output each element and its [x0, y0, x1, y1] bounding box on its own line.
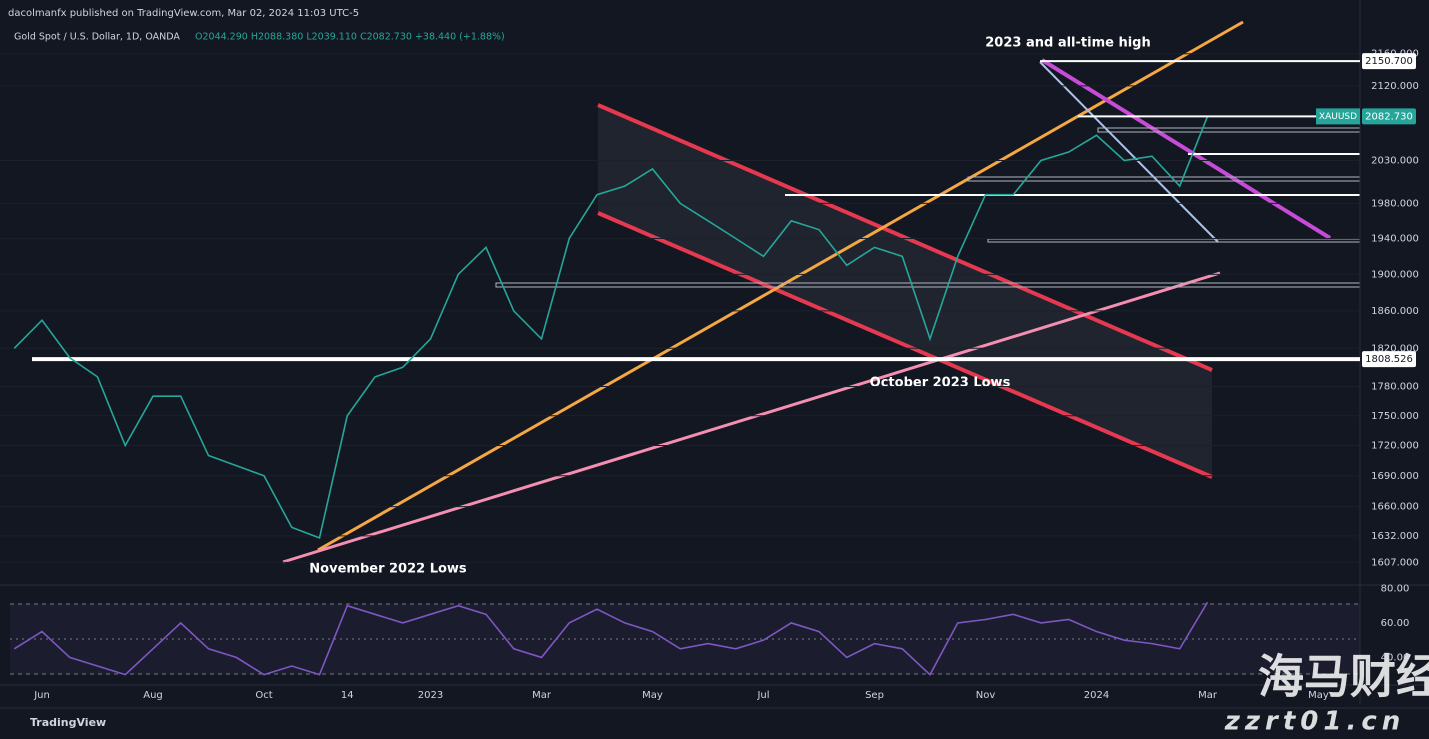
x-tick-label: 14: [341, 690, 354, 701]
ohlc: O2044.290 H2088.380 L2039.110 C2082.730 …: [195, 32, 505, 43]
rsi-band: [10, 604, 1360, 674]
annotation: 2023 and all-time high: [985, 36, 1150, 51]
y-tick-label: 1940.000: [1371, 233, 1419, 244]
x-tick-label: 2023: [418, 690, 443, 701]
series-line: [13, 116, 1209, 540]
watermark-site: zzrt01.cn: [1224, 707, 1406, 737]
trendline-pink: [282, 271, 1221, 564]
y-tick-label: 80.00: [1381, 583, 1410, 594]
y-tick-label: 2030.000: [1371, 155, 1419, 166]
y-tick-label: 60.00: [1381, 618, 1410, 629]
channel-shade: [598, 105, 1212, 477]
publisher: dacolmanfx published on TradingView.com,…: [8, 8, 359, 19]
annotation: November 2022 Lows: [309, 562, 467, 577]
level-label: 1808.526: [1365, 354, 1413, 365]
level-box: [1362, 53, 1416, 70]
channel-lower: [597, 211, 1213, 479]
x-tick-label: 2024: [1084, 690, 1109, 701]
y-tick-label: 1900.000: [1371, 269, 1419, 280]
annotation: October 2023 Lows: [870, 376, 1011, 391]
x-tick-label: Aug: [143, 690, 163, 701]
channel-upper: [597, 103, 1213, 372]
footer-brand: TradingView: [30, 716, 106, 729]
y-tick-label: 1660.000: [1371, 502, 1419, 513]
trendline-blue: [1039, 61, 1219, 243]
y-tick-label: 1820.000: [1371, 343, 1419, 354]
y-tick-label: 2120.000: [1371, 81, 1419, 92]
x-tick-label: Mar: [1198, 690, 1218, 701]
y-tick-label: 1750.000: [1371, 411, 1419, 422]
level-label: 2150.700: [1365, 56, 1413, 67]
y-tick-label: 1632.000: [1371, 531, 1419, 542]
x-tick-label: Nov: [976, 690, 996, 701]
last-price-label: 2082.730: [1365, 111, 1413, 122]
symbol: Gold Spot / U.S. Dollar, 1D, OANDA: [14, 32, 180, 43]
y-tick-label: 1980.000: [1371, 198, 1419, 209]
level-box: [1362, 351, 1416, 368]
y-tick-label: 1720.000: [1371, 441, 1419, 452]
x-tick-label: May: [1308, 690, 1329, 701]
symbol-box: [1316, 108, 1360, 125]
y-tick-label: 1780.000: [1371, 382, 1419, 393]
symbol-label: XAUUSD: [1319, 112, 1357, 122]
x-tick-label: Jul: [756, 690, 769, 701]
y-tick-label: 40.00: [1381, 652, 1410, 663]
series-line: [13, 601, 1209, 676]
x-tick-label: Jun: [33, 690, 50, 701]
last-price-box: [1362, 108, 1416, 125]
y-tick-label: 1860.000: [1371, 306, 1419, 317]
y-tick-label: 1690.000: [1371, 471, 1419, 482]
x-tick-label: Mar: [532, 690, 552, 701]
watermark: 海马财经: [1258, 650, 1429, 704]
x-tick-label: Sep: [865, 690, 884, 701]
trendline-purple: [1040, 58, 1332, 240]
y-tick-label: 1607.000: [1371, 557, 1419, 568]
x-tick-label: Oct: [255, 690, 272, 701]
x-tick-label: May: [642, 690, 663, 701]
